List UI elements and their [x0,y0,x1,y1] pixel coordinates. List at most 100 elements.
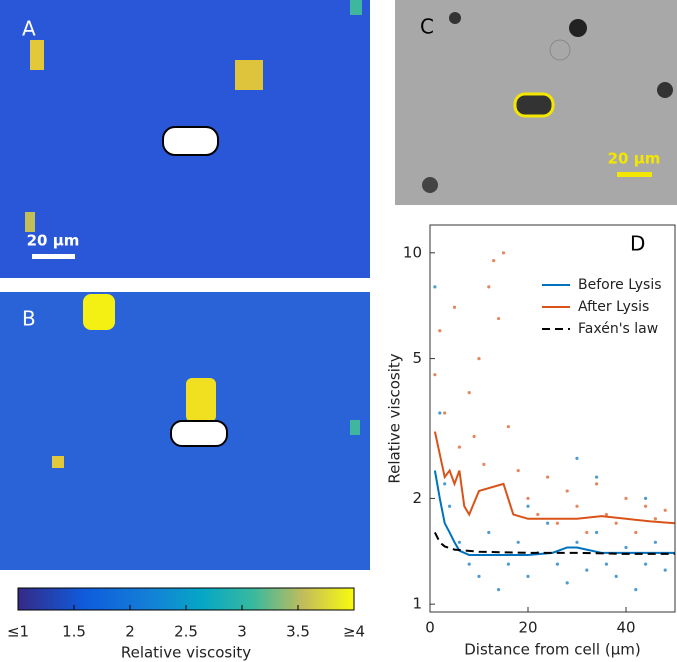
panel-c: C 20 µm [395,0,677,205]
data-point [487,530,491,535]
hotspot [350,420,360,435]
legend-label: Before Lysis [578,277,662,293]
particle [449,12,461,24]
colorbar-tick-label: ≤1 [7,623,29,641]
data-point [585,530,589,535]
data-point [575,540,579,544]
data-point [457,445,461,449]
data-point [457,540,461,544]
colorbar-tick-label: ≥4 [343,623,365,641]
scale-bar-label: 20 µm [27,232,80,250]
data-point [565,581,569,585]
y-axis-label: Relative viscosity [386,353,404,483]
data-point [506,562,510,566]
data-point [506,425,510,429]
panel-label: A [22,17,36,41]
y-tick-label: 1 [412,595,422,613]
data-point [487,285,491,289]
data-point [555,562,560,566]
data-point [653,517,658,521]
data-point [452,305,457,309]
data-point [526,504,530,508]
data-point [546,521,550,525]
data-point [634,588,638,592]
legend-label: After Lysis [578,299,649,315]
y-tick-label: 5 [412,349,422,367]
data-point [443,411,447,415]
cell-outline [162,126,219,156]
y-tick-label: 2 [412,489,422,507]
data-point [526,574,530,578]
hotspot [25,212,35,232]
hotspot [52,456,64,468]
data-point [492,259,496,263]
data-point [624,545,628,550]
data-point [477,356,481,361]
data-point [604,512,609,517]
panel-label: C [420,15,434,39]
x-tick-label: 40 [616,619,635,637]
panel-d: 0 20 40 1 2 5 10 Distance from cell (µm) Relativ… [386,224,676,659]
data-point [595,530,599,535]
data-point [497,588,501,592]
data-point [467,562,471,566]
hotspot [30,40,44,70]
data-point [516,540,520,544]
data-point [516,468,520,473]
scale-bar-label: 20 µm [608,150,661,168]
data-point [644,496,648,501]
colorbar-tick-label: 3 [237,623,247,641]
data-point [467,391,471,395]
panel-label: D [630,232,645,256]
scale-bar [617,172,652,177]
series-line [433,431,676,525]
panel-label: B [22,307,36,331]
data-point [644,562,648,566]
series-line [434,532,675,555]
hotspot [83,294,115,330]
cell-outline [170,420,228,447]
data-point [614,521,618,525]
data-point [663,568,667,572]
data-point [433,373,437,377]
data-point [501,251,506,255]
data-point [433,285,437,289]
particle [422,177,438,193]
data-point [653,540,658,544]
x-tick-label: 20 [518,619,537,637]
data-point [595,482,599,486]
data-point [604,562,609,566]
colorbar-tick-label: 2.5 [174,623,198,641]
axes-box [429,224,676,613]
plot-area [430,225,675,612]
data-point [477,574,481,578]
data-point [634,530,638,535]
data-point [644,504,648,508]
data-point [546,475,550,479]
panel-a: A 20 µm [0,0,370,278]
data-point [536,512,540,517]
data-point [472,434,476,439]
particle [657,82,673,98]
data-point [565,489,569,493]
data-point [585,568,589,572]
particle [549,39,571,61]
legend-label: Faxén's law [578,321,658,337]
panel-b: B [0,292,370,570]
data-point [663,508,667,512]
data-point [595,475,599,479]
hotspot [186,378,216,422]
data-point [438,411,442,415]
data-point [482,462,486,466]
cell-outline [513,92,555,118]
hotspot [235,60,263,90]
data-point [555,521,560,525]
y-tick-label: 10 [403,243,422,261]
data-point [448,504,452,508]
data-point [526,496,530,501]
scale-bar [32,254,75,259]
data-point [575,504,579,508]
colorbar: Relative viscosity [17,587,355,662]
data-point [624,496,628,501]
